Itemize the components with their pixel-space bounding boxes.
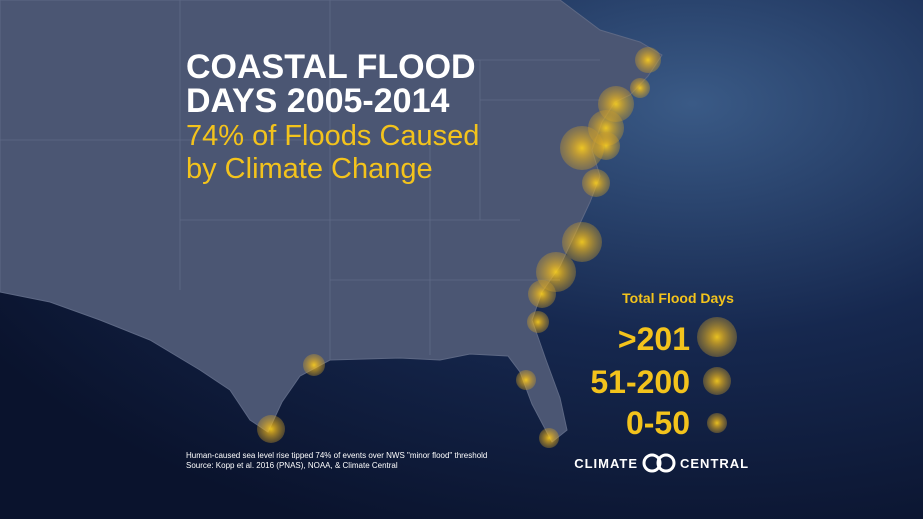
logo-text: CENTRAL: [680, 456, 749, 471]
legend-title: Total Flood Days: [622, 290, 734, 306]
subtitle-line: 74% of Floods Caused: [186, 120, 479, 152]
marker: [516, 370, 536, 390]
marker: [562, 222, 602, 262]
marker: [630, 78, 650, 98]
state-borders: [0, 0, 600, 360]
marker: [560, 126, 604, 170]
footnote-line: Human-caused sea level rise tipped 74% o…: [186, 451, 487, 460]
marker: [527, 311, 549, 333]
legend-marker: [697, 317, 737, 357]
flood-markers: [257, 47, 661, 448]
title-line: DAYS 2005-2014: [186, 82, 449, 120]
marker: [528, 280, 556, 308]
logo-text: CLIMATE: [574, 456, 638, 471]
marker: [592, 132, 620, 160]
marker: [303, 354, 325, 376]
marker: [635, 47, 661, 73]
logo-mark: [642, 453, 676, 473]
footnote-line: Source: Kopp et al. 2016 (PNAS), NOAA, &…: [186, 461, 398, 470]
legend-label: 0-50: [626, 405, 690, 441]
title-line: COASTAL FLOOD: [186, 48, 476, 86]
legend-marker: [707, 413, 727, 433]
marker: [539, 428, 559, 448]
legend-label: >201: [618, 321, 690, 357]
subtitle-line: by Climate Change: [186, 153, 433, 185]
marker: [582, 169, 610, 197]
legend-marker: [703, 367, 731, 395]
legend-label: 51-200: [590, 364, 690, 400]
marker: [257, 415, 285, 443]
